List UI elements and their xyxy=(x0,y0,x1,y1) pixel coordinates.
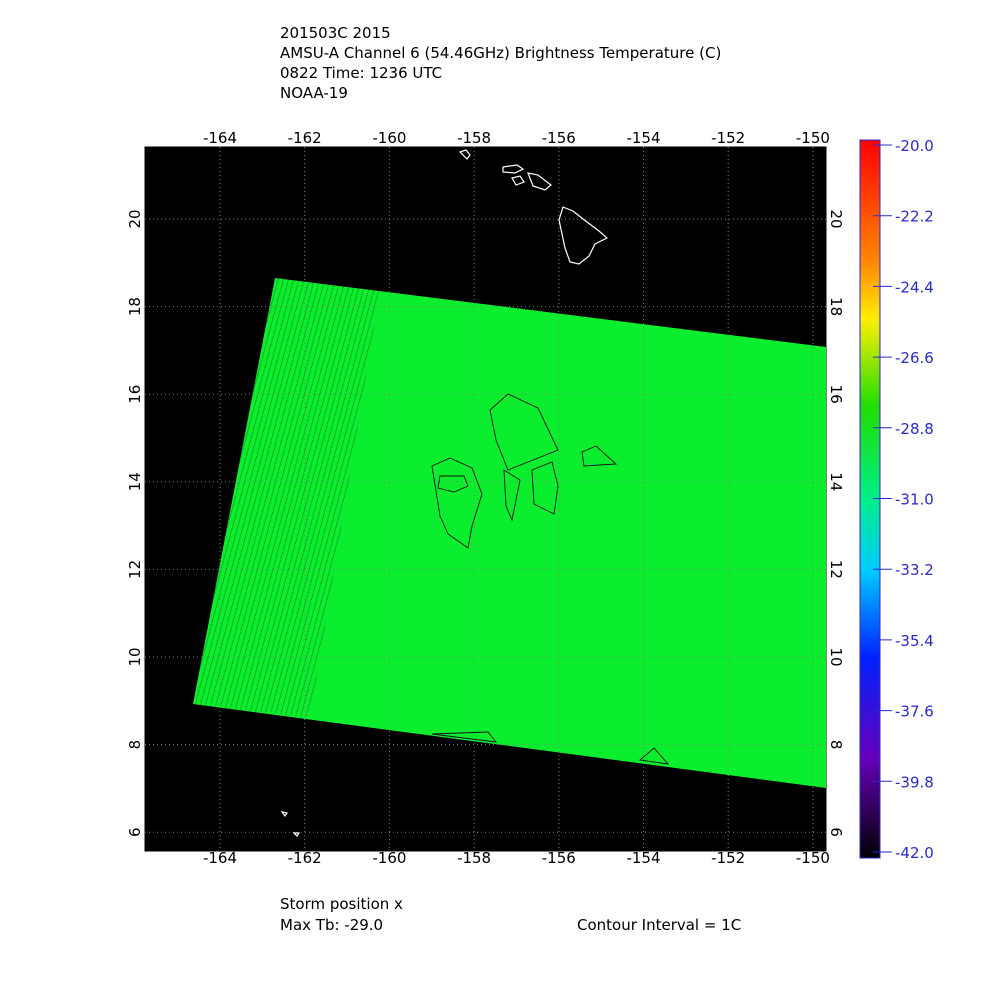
swath-edge xyxy=(193,278,380,718)
colorbar: -20.0 -22.2 -24.4 -26.6 -28.8 -31.0 -33.2 -35.4… xyxy=(859,137,934,862)
lat-label-left: 16 xyxy=(126,385,144,404)
lat-label-right: 6 xyxy=(827,827,845,837)
colorbar-label: -20.0 xyxy=(895,137,934,155)
lat-label-left: 18 xyxy=(126,297,144,316)
lon-label-top: -150 xyxy=(796,129,830,147)
lon-label-bottom: -150 xyxy=(796,849,830,867)
colorbar-label: -35.4 xyxy=(895,632,934,650)
lat-label-right: 18 xyxy=(827,297,845,316)
lon-label-bottom: -152 xyxy=(711,849,745,867)
lat-label-right: 14 xyxy=(827,472,845,491)
lon-label-top: -154 xyxy=(626,129,660,147)
colorbar-label: -39.8 xyxy=(895,773,934,791)
title-line: 0822 Time: 1236 UTC xyxy=(280,64,442,82)
lat-label-left: 14 xyxy=(126,472,144,491)
footer: Storm position x Max Tb: -29.0 Contour I… xyxy=(280,895,741,934)
lon-label-top: -152 xyxy=(711,129,745,147)
colorbar-label: -33.2 xyxy=(895,561,934,579)
lat-label-right: 8 xyxy=(827,740,845,750)
contours xyxy=(431,393,670,765)
coastlines xyxy=(280,149,609,837)
lon-label-top: -158 xyxy=(457,129,491,147)
lon-label-top: -164 xyxy=(203,129,237,147)
lon-label-bottom: -154 xyxy=(626,849,660,867)
colorbar-label: -31.0 xyxy=(895,491,934,509)
title-line: NOAA-19 xyxy=(280,84,348,102)
lat-label-right: 12 xyxy=(827,560,845,579)
lat-label-left: 20 xyxy=(126,209,144,228)
lat-label-right: 20 xyxy=(827,209,845,228)
lon-label-top: -156 xyxy=(542,129,576,147)
axis-labels: -164 -164 -162 -162 -160 -160 -158 -158 -156 -156… xyxy=(126,129,845,867)
lon-label-top: -162 xyxy=(288,129,322,147)
lon-label-bottom: -156 xyxy=(542,849,576,867)
colorbar-label: -37.6 xyxy=(895,703,934,721)
colorbar-label: -24.4 xyxy=(895,278,934,296)
title-line: 201503C 2015 xyxy=(280,24,391,42)
lon-label-bottom: -160 xyxy=(372,849,406,867)
lon-label-top: -160 xyxy=(372,129,406,147)
colorbar-label: -28.8 xyxy=(895,420,934,438)
lat-label-right: 16 xyxy=(827,385,845,404)
lat-label-left: 8 xyxy=(126,740,144,750)
lon-label-bottom: -162 xyxy=(288,849,322,867)
colorbar-label: -42.0 xyxy=(895,844,934,862)
lat-label-left: 6 xyxy=(126,827,144,837)
colorbar-label: -22.2 xyxy=(895,208,934,226)
grid xyxy=(145,147,826,851)
header: 201503C 2015 AMSU-A Channel 6 (54.46GHz) … xyxy=(280,24,721,102)
lat-label-right: 10 xyxy=(827,647,845,666)
contour-interval: Contour Interval = 1C xyxy=(577,916,741,934)
storm-text: Storm position x xyxy=(280,895,403,913)
lat-label-left: 12 xyxy=(126,560,144,579)
lat-label-left: 10 xyxy=(126,647,144,666)
colorbar-label: -26.6 xyxy=(895,349,934,367)
lon-label-bottom: -164 xyxy=(203,849,237,867)
lon-label-bottom: -158 xyxy=(457,849,491,867)
max-tb: Max Tb: -29.0 xyxy=(280,916,383,934)
title-line: AMSU-A Channel 6 (54.46GHz) Brightness T… xyxy=(280,44,721,62)
